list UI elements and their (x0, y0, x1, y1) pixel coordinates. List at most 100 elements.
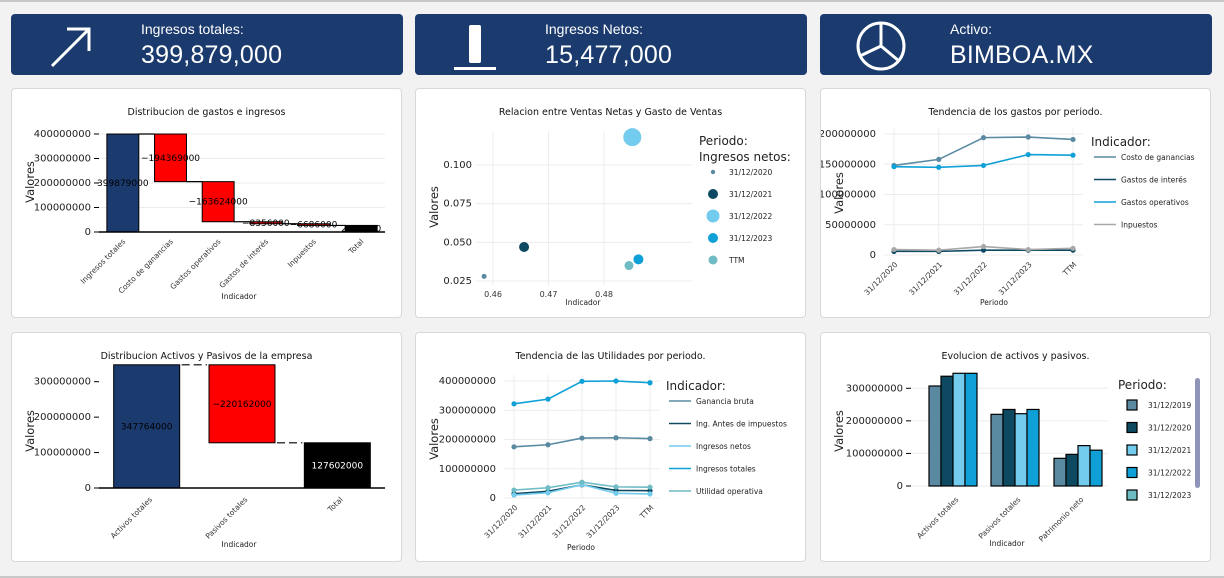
y-tick-label: 0.100 (443, 160, 472, 171)
waterfall-bar (208, 364, 276, 444)
legend-label: Ingresos netos (696, 442, 751, 451)
legend-label: TTM (728, 256, 745, 265)
kpi-value: 399,879,000 (141, 41, 283, 69)
bar (1002, 408, 1016, 487)
series-point (511, 487, 517, 493)
x-tick-label: Patrimonio neto (1037, 495, 1086, 544)
legend-marker (706, 209, 720, 223)
series-point (613, 378, 619, 384)
x-tick-label: 0.46 (484, 290, 502, 299)
x-axis-label: Indicador (566, 298, 602, 307)
y-tick-label: 100000000 (821, 190, 876, 201)
y-tick-label: 100000000 (846, 448, 903, 459)
series-point (1070, 245, 1076, 251)
x-tick-label: 31/12/2022 (952, 260, 989, 297)
legend-label: 31/12/2023 (729, 234, 772, 243)
legend-swatch (1126, 421, 1138, 434)
x-tick-label: 0.47 (540, 290, 558, 299)
bar (928, 385, 942, 487)
legend-label: 31/12/2022 (729, 212, 772, 221)
series-point (980, 162, 987, 169)
y-tick-label: 0.075 (443, 199, 472, 210)
legend-scrollbar (1195, 378, 1200, 488)
kpi-value: BIMBOA.MX (950, 41, 1094, 69)
line-chart-tendencia-gastos: 0 50000000 100000000 150000000 200000000 31/1… (821, 128, 1195, 307)
scatter-point (481, 273, 487, 279)
x-tick-label: Total (325, 495, 344, 514)
legend-marker (710, 169, 716, 175)
legend-title: Indicador: (1091, 135, 1151, 149)
legend-marker (708, 189, 718, 199)
bar (1089, 449, 1103, 487)
chart-card-tendencia-gastos: Tendencia de los gastos por periodo. 0 50… (820, 88, 1211, 318)
x-axis-label: Periodo (980, 298, 1008, 307)
y-tick-label: 400000000 (34, 129, 91, 140)
y-tick-label: 300000000 (439, 405, 496, 416)
bar (964, 372, 978, 487)
bar (1077, 445, 1091, 487)
legend-label: Ing. Antes de impuestos (696, 420, 787, 429)
series-point (980, 243, 987, 250)
x-tick-label: Activos totales (915, 495, 960, 540)
data-label: −220162000 (212, 400, 271, 410)
series-point (1025, 151, 1031, 158)
series-point (511, 401, 517, 407)
bar (1065, 453, 1079, 487)
scatter-point (624, 261, 634, 271)
y-tick-label: 0 (897, 481, 903, 492)
chart-title: Distribucion Activos y Pasivos de la emp… (100, 351, 313, 362)
y-tick-label: 0.050 (443, 237, 472, 248)
bar-icon (454, 25, 496, 70)
series-point (545, 485, 551, 491)
series-point (579, 479, 585, 485)
x-tick-label: Ingresos totales (79, 237, 128, 286)
kpi-label: Ingresos totales: (141, 21, 244, 37)
x-tick-label: Total (346, 237, 365, 256)
y-tick-label: 100000000 (439, 464, 496, 475)
y-tick-label: 100000000 (34, 448, 91, 459)
waterfall-chart-activos-pasivos: 0 100000000 200000000 300000000 347764000 Act… (23, 364, 385, 549)
x-tick-label: Gastos operativos (168, 237, 222, 291)
data-label: 127602000 (312, 461, 364, 471)
y-tick-label: 100000000 (34, 203, 91, 214)
legend-label: Gastos de interés (1121, 176, 1187, 185)
y-tick-label: 200000000 (846, 416, 903, 427)
y-axis-label: Valores (832, 172, 846, 214)
x-tick-label: Costo de ganancias (117, 237, 175, 295)
legend-label: 31/12/2020 (1148, 424, 1191, 433)
kpi-value: 15,477,000 (545, 41, 673, 69)
data-label: −8356000 (242, 219, 290, 229)
kpi-card-ingresos-netos: Ingresos Netos: 15,477,000 (415, 14, 807, 75)
kpi-card-activo: Activo: BIMBOA.MX (820, 14, 1212, 75)
legend-label: Utilidad operativa (696, 487, 763, 496)
series-point (579, 378, 585, 384)
waterfall-bar (297, 223, 330, 226)
series-point (545, 490, 551, 496)
top-border (0, 0, 1224, 2)
waterfall-bar (303, 442, 371, 489)
x-tick-label: Activos totales (109, 495, 154, 540)
legend-label: Costo de ganancias (1121, 153, 1195, 162)
series-point (891, 164, 897, 170)
waterfall-bar (106, 133, 140, 233)
legend-label: 31/12/2023 (1148, 491, 1191, 500)
scatter-point (633, 254, 644, 265)
y-axis-label: Valores (23, 161, 37, 203)
legend-marker (708, 233, 718, 243)
x-tick-label: 31/12/2022 (550, 503, 587, 540)
waterfall-chart-gastos-ingresos: 0 100000000 200000000 300000000 400000000 399… (23, 129, 385, 301)
series-point (891, 246, 897, 253)
x-axis-label: Indicador (222, 292, 258, 301)
chart-card-evolucion-activos: Evolucion de activos y pasivos. 0 1000000… (820, 332, 1211, 562)
legend-swatch (1126, 399, 1138, 411)
bar (940, 375, 954, 487)
series-point (647, 491, 653, 497)
data-label: −6686000 (290, 221, 338, 231)
x-tick-label: Inpuestos (286, 237, 318, 269)
series-point (613, 435, 619, 441)
legend-title: Periodo: (699, 134, 748, 148)
data-label: −194369000 (141, 154, 200, 164)
x-axis-label: Indicador (222, 540, 258, 549)
series-point (647, 380, 653, 386)
series-point (980, 247, 987, 253)
